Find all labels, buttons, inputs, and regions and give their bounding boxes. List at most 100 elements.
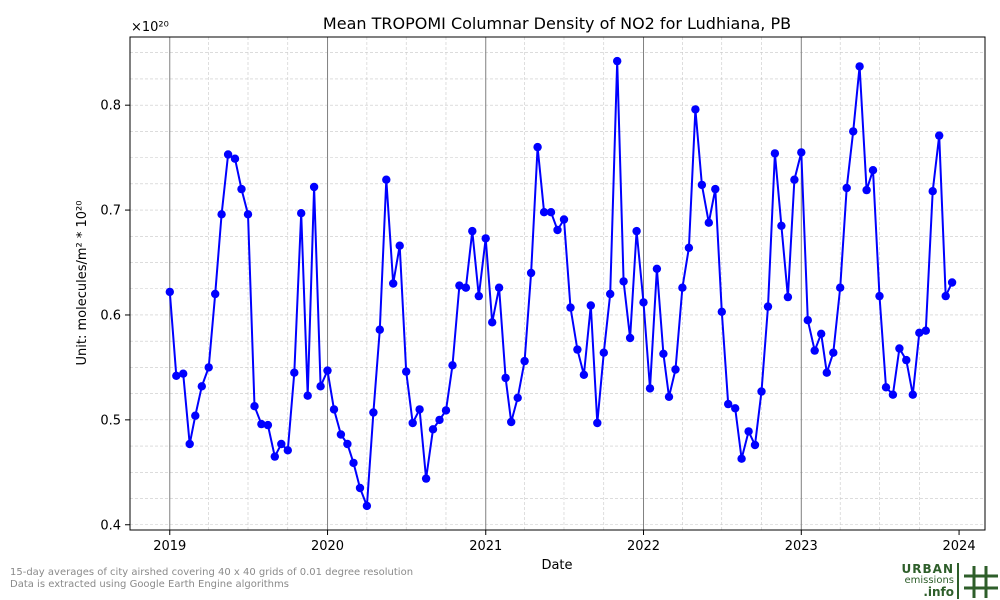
data-point [659, 349, 668, 358]
x-tick-label: 2019 [153, 539, 186, 554]
data-point [704, 218, 713, 227]
data-point [283, 446, 292, 455]
data-point [197, 382, 206, 391]
data-point [395, 241, 404, 250]
data-point [645, 384, 655, 393]
data-point [501, 373, 510, 383]
data-point [217, 210, 226, 219]
data-point [329, 405, 339, 414]
data-point [849, 127, 858, 136]
data-point [717, 307, 726, 316]
x-axis: 2019 2020 2021 2022 2023 2024 [153, 530, 976, 554]
data-point [822, 368, 831, 377]
year-lines [169, 37, 802, 530]
data-point [921, 326, 930, 335]
data-point [744, 427, 753, 436]
data-point [947, 278, 957, 287]
data-point [731, 404, 740, 413]
y-tick-label: 0.8 [100, 99, 121, 114]
data-point [750, 440, 760, 450]
data-point [526, 268, 536, 278]
data-point [408, 418, 417, 428]
data-point [539, 208, 549, 217]
data-point [817, 329, 826, 338]
data-point [461, 283, 471, 292]
data-point [336, 430, 346, 439]
data-point [770, 149, 780, 158]
data-point [441, 406, 451, 415]
data-point [671, 365, 680, 374]
data-point [468, 226, 477, 236]
data-point [375, 325, 384, 334]
data-point [494, 283, 504, 292]
data-markers [165, 56, 957, 511]
data-point [613, 56, 622, 66]
x-tick-label: 2024 [943, 539, 976, 554]
data-point [829, 348, 838, 357]
data-point [165, 287, 174, 297]
data-point [297, 209, 306, 218]
data-point [250, 402, 259, 411]
data-point [309, 182, 319, 192]
data-point [185, 439, 194, 449]
data-point [895, 344, 904, 353]
data-point [243, 210, 253, 219]
data-point [223, 150, 233, 159]
data-point [757, 387, 766, 396]
data-point [421, 474, 431, 483]
data-point [639, 298, 648, 307]
data-point [237, 184, 246, 194]
data-point [566, 303, 575, 312]
y-axis-label: Unit: molecules/m² * 10²⁰ [75, 201, 90, 366]
x-tick-label: 2022 [627, 539, 660, 554]
data-point [316, 382, 325, 391]
data-point [290, 368, 299, 377]
data-point [230, 154, 240, 163]
data-point [573, 345, 582, 354]
data-point [625, 333, 635, 343]
data-point [737, 454, 746, 463]
data-point [902, 355, 911, 365]
logo-text-emissions: emissions [904, 575, 954, 586]
data-point [810, 346, 819, 355]
data-point [586, 301, 595, 310]
data-point [257, 419, 266, 429]
data-point [783, 292, 793, 302]
data-point [270, 452, 279, 461]
data-point [559, 215, 569, 224]
data-point [435, 415, 444, 425]
chart-title: Mean TROPOMI Columnar Density of NO2 for… [323, 14, 791, 33]
data-point [553, 225, 562, 235]
data-point [935, 131, 944, 140]
data-point [428, 425, 438, 434]
data-point [797, 148, 806, 157]
data-point [389, 279, 398, 288]
data-point [448, 361, 457, 370]
data-point [533, 142, 542, 152]
data-point [790, 175, 799, 184]
data-point [803, 316, 812, 325]
data-point [619, 277, 628, 286]
data-point [481, 234, 490, 243]
x-axis-label: Date [541, 558, 572, 573]
data-point [349, 458, 358, 468]
data-point [355, 483, 365, 493]
data-point [179, 369, 188, 378]
data-point [711, 184, 720, 194]
data-point [941, 291, 950, 301]
hash-grid-icon [957, 563, 998, 599]
data-point [343, 439, 352, 449]
data-point [172, 371, 181, 380]
data-point [455, 281, 464, 290]
data-point [513, 393, 522, 402]
data-point [362, 501, 372, 511]
logo-text-urban: URBAN [901, 562, 954, 576]
data-point [881, 383, 891, 392]
data-point [652, 264, 662, 273]
data-point [862, 185, 871, 195]
data-point [888, 390, 898, 399]
data-point [855, 62, 864, 71]
data-point [777, 221, 786, 230]
data-point [323, 366, 332, 375]
